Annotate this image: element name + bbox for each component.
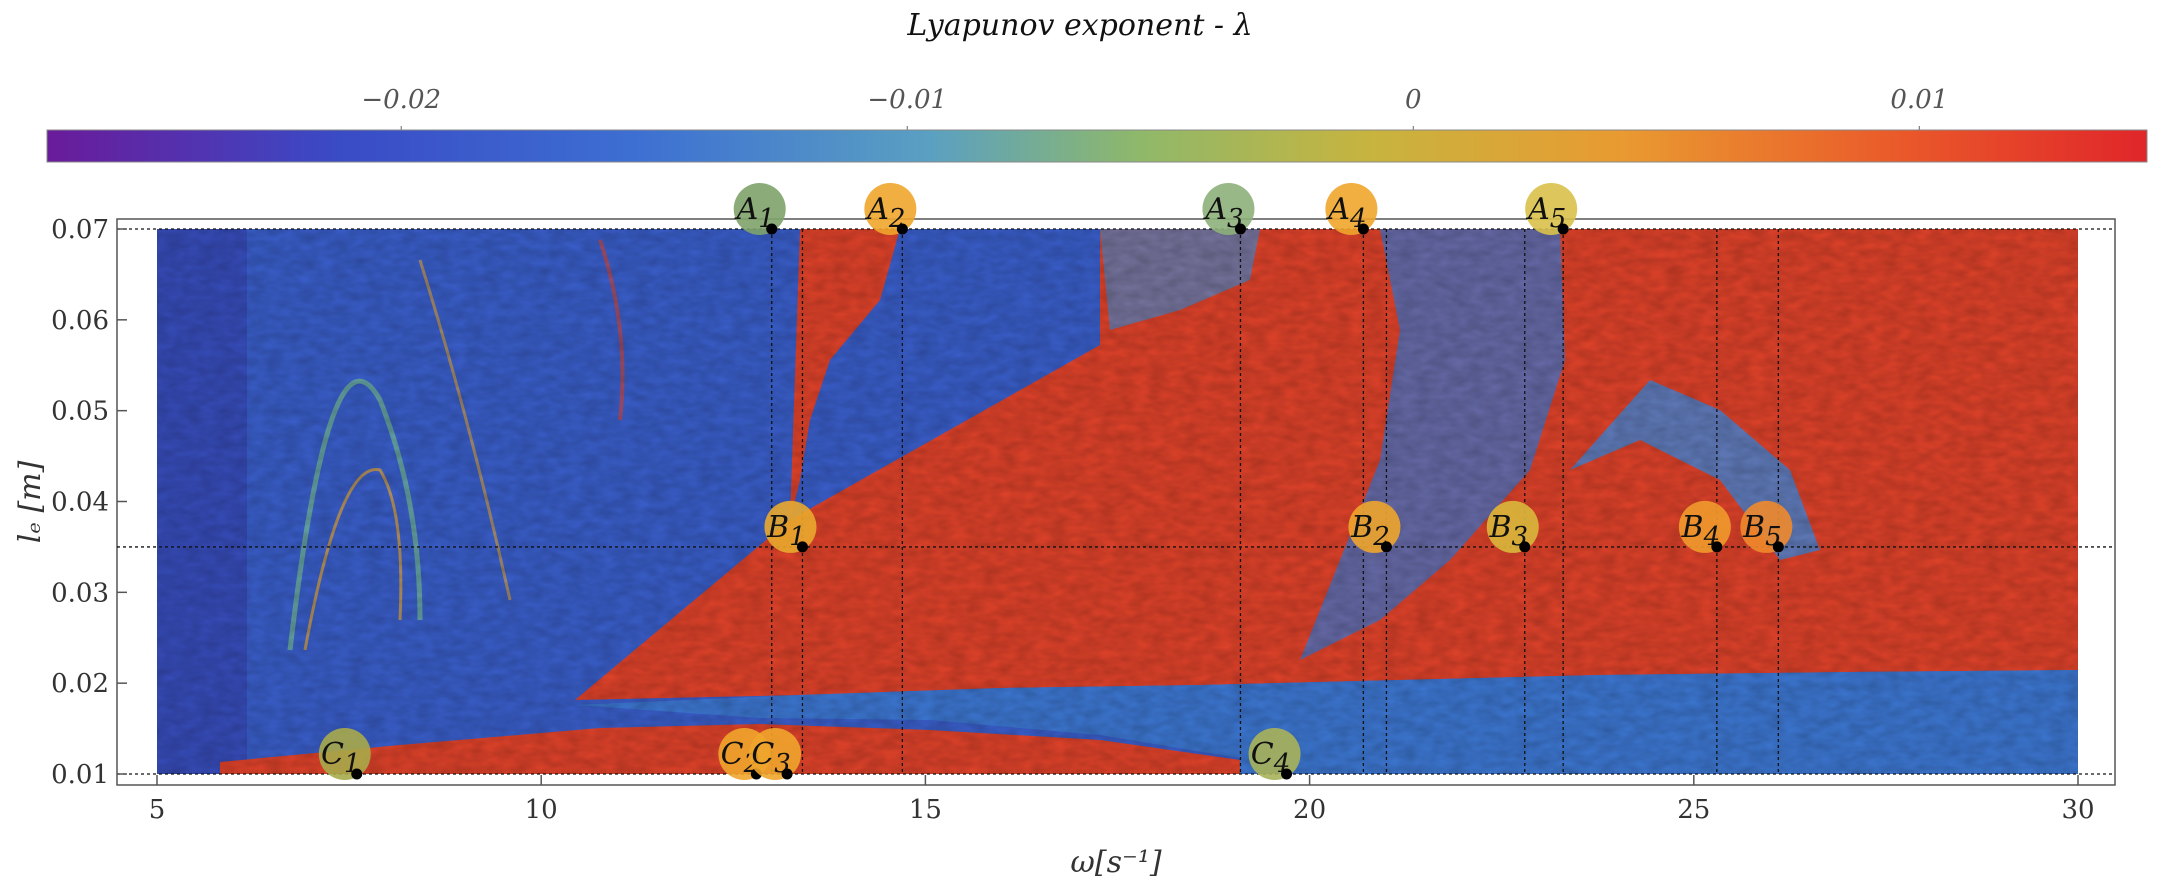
reference-lines bbox=[117, 228, 2115, 775]
marker-points: A1A2A3A4A5B1B2B3B4B5C1C2C3C4 bbox=[318, 183, 1793, 780]
x-tick-label: 25 bbox=[1677, 795, 1710, 825]
colorbar bbox=[46, 129, 2148, 163]
colorbar-ticks: −0.02 −0.01 0 0.01 bbox=[361, 85, 1948, 130]
y-tick-label: 0.06 bbox=[51, 306, 109, 336]
x-tick-label: 30 bbox=[2061, 795, 2094, 825]
colorbar-tick-label: 0 bbox=[1405, 85, 1422, 115]
y-tick-label: 0.02 bbox=[51, 669, 109, 699]
marker-c1: C1 bbox=[318, 728, 371, 780]
marker-label-badge bbox=[1740, 500, 1793, 553]
marker-dot bbox=[1357, 223, 1369, 235]
x-axis-ticks: 5 10 15 20 25 30 bbox=[149, 775, 2095, 825]
marker-a2: A2 bbox=[864, 183, 917, 235]
marker-a5: A5 bbox=[1525, 183, 1578, 235]
colorbar-tick-label: 0.01 bbox=[1890, 85, 1948, 115]
marker-a1: A1 bbox=[734, 183, 786, 235]
marker-b5: B5 bbox=[1740, 500, 1793, 553]
marker-dot bbox=[796, 541, 808, 553]
marker-label-badge bbox=[1525, 183, 1578, 235]
y-tick-label: 0.01 bbox=[51, 760, 109, 790]
marker-dot bbox=[1380, 541, 1392, 553]
marker-dot bbox=[781, 768, 793, 780]
marker-c3: C3 bbox=[749, 728, 802, 780]
colorbar-tick-label: −0.02 bbox=[361, 85, 441, 115]
marker-dot bbox=[1519, 541, 1531, 553]
marker-b4: B4 bbox=[1678, 500, 1731, 553]
marker-a3: A3 bbox=[1202, 183, 1255, 235]
marker-label-badge bbox=[1325, 183, 1378, 235]
colorbar-title: Lyapunov exponent - λ bbox=[906, 8, 1252, 43]
marker-dot bbox=[766, 223, 778, 235]
heatmap bbox=[157, 229, 2078, 774]
marker-dot bbox=[1772, 541, 1784, 553]
colorbar-tick-label: −0.01 bbox=[867, 85, 947, 115]
marker-dot bbox=[896, 223, 908, 235]
marker-label-badge bbox=[749, 728, 802, 780]
marker-dot bbox=[1711, 541, 1723, 553]
y-tick-label: 0.05 bbox=[51, 397, 109, 427]
marker-b1: B1 bbox=[764, 500, 817, 553]
marker-b2: B2 bbox=[1348, 500, 1401, 553]
x-tick-label: 10 bbox=[525, 795, 558, 825]
marker-label-badge bbox=[1348, 500, 1401, 553]
heatmap-texture bbox=[157, 229, 2078, 774]
marker-label-badge bbox=[864, 183, 917, 235]
marker-label-badge bbox=[318, 728, 371, 780]
y-tick-label: 0.04 bbox=[51, 488, 109, 518]
x-tick-label: 15 bbox=[909, 795, 942, 825]
x-tick-label: 5 bbox=[149, 795, 166, 825]
marker-label-badge bbox=[1248, 728, 1301, 780]
marker-dot bbox=[1557, 223, 1569, 235]
marker-label-badge bbox=[1678, 500, 1731, 553]
x-tick-label: 20 bbox=[1293, 795, 1326, 825]
y-axis-ticks: 0.01 0.02 0.03 0.04 0.05 0.06 0.07 bbox=[51, 215, 127, 790]
marker-c4: C4 bbox=[1248, 728, 1301, 780]
marker-label-badge bbox=[1486, 500, 1539, 553]
x-axis-label: ω[s⁻¹] bbox=[1070, 845, 1161, 880]
marker-b3: B3 bbox=[1486, 500, 1539, 553]
y-tick-label: 0.07 bbox=[51, 215, 109, 245]
marker-label-badge bbox=[1202, 183, 1255, 235]
y-tick-label: 0.03 bbox=[51, 578, 109, 608]
marker-a4: A4 bbox=[1325, 183, 1378, 235]
marker-dot bbox=[1234, 223, 1246, 235]
marker-label-badge bbox=[733, 183, 786, 235]
marker-dot bbox=[1281, 768, 1293, 780]
marker-label-badge bbox=[764, 500, 817, 553]
y-axis-label: lₑ [m] bbox=[13, 460, 48, 543]
marker-label: C4 bbox=[1251, 737, 1291, 779]
marker-dot bbox=[351, 768, 363, 780]
